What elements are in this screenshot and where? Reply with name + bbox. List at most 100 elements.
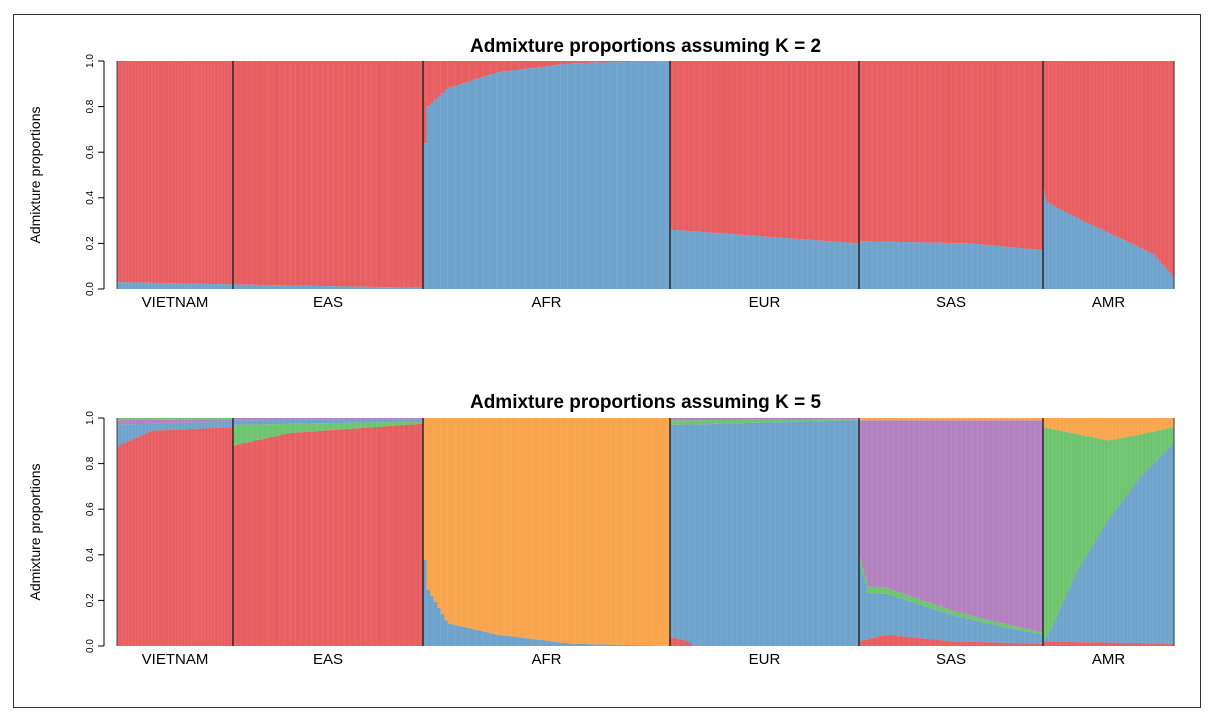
bar-segment xyxy=(715,420,720,424)
bar-segment xyxy=(430,595,435,646)
bar-segment xyxy=(887,61,892,242)
bar-segment xyxy=(859,420,863,560)
bar-segment xyxy=(451,624,456,646)
bar-segment xyxy=(998,626,1002,643)
bar-segment xyxy=(1065,595,1068,642)
bar-segment xyxy=(330,430,335,646)
bar-segment xyxy=(859,566,863,642)
bar-segment xyxy=(948,418,952,421)
bar-segment xyxy=(338,61,343,287)
bar-segment xyxy=(504,418,509,636)
bar-segment xyxy=(578,418,583,644)
bar-segment xyxy=(281,418,286,420)
bar-segment xyxy=(249,284,253,289)
bar-segment xyxy=(906,418,910,421)
bar-segment xyxy=(1076,642,1080,646)
bar-segment xyxy=(901,418,905,421)
bar-segment xyxy=(117,420,120,425)
bar-segment xyxy=(567,643,572,646)
group-sas xyxy=(859,418,1044,646)
bar-segment xyxy=(191,418,194,420)
bar-segment xyxy=(1117,61,1121,238)
bar-segment xyxy=(916,418,921,421)
bar-segment xyxy=(916,420,921,599)
bar-segment xyxy=(890,420,894,590)
bar-segment xyxy=(1099,61,1102,229)
bar-segment xyxy=(317,61,321,286)
bar-segment xyxy=(306,431,310,646)
bar-segment xyxy=(1168,643,1171,646)
bar-segment xyxy=(1112,418,1115,440)
bar-segment xyxy=(845,419,849,421)
bar-segment xyxy=(181,61,184,284)
bar-segment xyxy=(160,419,163,424)
bar-segment xyxy=(1024,420,1028,629)
bar-segment xyxy=(707,418,712,421)
bar-segment xyxy=(924,638,928,646)
bar-segment xyxy=(859,559,863,567)
bar-segment xyxy=(211,418,214,420)
bar-segment xyxy=(919,418,923,421)
bar-segment xyxy=(1076,434,1080,571)
bar-segment xyxy=(249,424,253,442)
bar-segment xyxy=(845,418,849,420)
bar-segment xyxy=(1054,206,1057,289)
bar-segment xyxy=(430,418,435,596)
bar-segment xyxy=(341,61,345,287)
bar-segment xyxy=(686,230,690,289)
bar-segment xyxy=(1067,213,1070,289)
bar-segment xyxy=(802,239,806,289)
bar-segment xyxy=(376,418,381,420)
bar-segment xyxy=(919,61,923,243)
bar-segment xyxy=(1065,641,1068,646)
group-eas xyxy=(233,61,424,289)
y-tick-label: 0.8 xyxy=(85,99,96,113)
bar-segment xyxy=(179,429,183,646)
bar-segment xyxy=(486,75,491,289)
bar-segment xyxy=(153,423,156,431)
bar-segment xyxy=(254,61,259,285)
bar-segment xyxy=(1046,418,1050,429)
bar-segment xyxy=(794,418,798,420)
bar-segment xyxy=(987,420,992,621)
bar-segment xyxy=(998,622,1002,627)
bar-segment xyxy=(842,242,847,289)
bar-segment xyxy=(203,61,206,284)
bar-segment xyxy=(1147,61,1151,253)
bar-segment xyxy=(1084,642,1087,646)
bar-segment xyxy=(638,61,643,62)
bar-segment xyxy=(143,419,146,424)
bar-segment xyxy=(761,61,766,237)
bar-segment xyxy=(444,620,449,646)
bar-segment xyxy=(468,418,473,629)
bar-segment xyxy=(160,423,163,431)
bar-segment xyxy=(325,418,329,420)
bar-segment xyxy=(935,61,939,243)
bar-segment xyxy=(885,587,889,594)
bar-segment xyxy=(1142,474,1145,644)
bar-segment xyxy=(163,430,166,646)
bar-segment xyxy=(958,612,963,617)
bar-segment xyxy=(126,441,130,646)
bar-segment xyxy=(379,287,383,289)
bar-segment xyxy=(165,419,168,424)
bar-segment xyxy=(745,418,749,420)
bar-segment xyxy=(666,418,671,646)
bar-segment xyxy=(783,61,787,239)
bar-segment xyxy=(927,61,931,243)
bar-segment xyxy=(1011,61,1015,248)
bar-segment xyxy=(796,61,801,240)
bar-segment xyxy=(317,419,321,424)
bar-segment xyxy=(189,283,193,289)
bar-segment xyxy=(756,422,760,646)
bar-segment xyxy=(729,419,733,424)
bar-segment xyxy=(437,607,442,646)
bar-segment xyxy=(1065,212,1068,289)
bar-segment xyxy=(775,422,779,646)
bar-segment xyxy=(974,418,978,421)
bar-segment xyxy=(143,423,146,435)
bar-segment xyxy=(927,607,931,639)
bar-segment xyxy=(1054,429,1057,621)
bar-segment xyxy=(982,622,986,643)
bar-segment xyxy=(1016,643,1020,646)
